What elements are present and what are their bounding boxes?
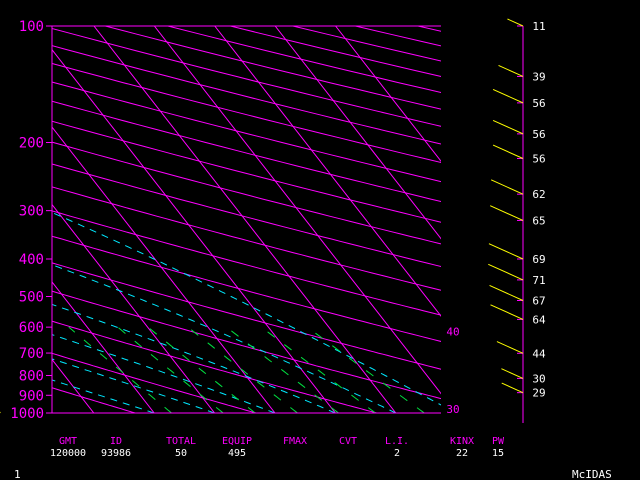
wind-speed-label: 29 (532, 387, 545, 400)
wind-speed-label: 11 (532, 20, 545, 33)
mixing-ratio-line (226, 326, 339, 413)
isotherm-line (214, 26, 441, 317)
footer-header-equip: EQUIP (222, 436, 252, 447)
footer-header-cvt: CVT (339, 436, 357, 447)
wind-vector (488, 243, 524, 260)
footer-header-gmt: GMT (59, 436, 77, 447)
mixing-ratio-line (117, 326, 224, 413)
wind-vector (492, 88, 524, 104)
dry-adiabat-line (52, 352, 257, 413)
dry-adiabat-line (52, 210, 441, 316)
isotherm-line (52, 126, 276, 413)
dry-adiabat-line (52, 141, 441, 245)
wind-vector (492, 144, 524, 159)
pressure-tick-label: 900 (19, 388, 44, 404)
footer-header-li: L.I. (385, 436, 409, 447)
wind-vector (490, 179, 524, 195)
footer-header-pw: PW (492, 436, 505, 447)
dry-adiabat-line (52, 320, 377, 413)
reference-lines (52, 26, 441, 413)
wind-vector (496, 341, 524, 354)
isotherm-line (274, 26, 441, 240)
wind-speed-label: 69 (532, 253, 545, 266)
dry-adiabat-line (52, 100, 441, 203)
isotherm-line (335, 26, 441, 163)
dry-adiabat-line (52, 163, 441, 268)
footer-header-fmax: FMAX (283, 436, 307, 447)
dry-adiabat-line (52, 81, 441, 183)
moist-adiabat-line (52, 211, 441, 406)
footer-value-equip: 495 (228, 448, 246, 459)
wind-vector (488, 263, 524, 281)
wind-speed-label: 67 (532, 294, 545, 307)
wind-vector (489, 284, 524, 301)
pressure-tick-label: 1000 (10, 406, 44, 422)
isotherm-line (52, 281, 155, 413)
pressure-tick-label: 800 (19, 368, 44, 384)
footer-value-gmt: 120000 (50, 448, 86, 459)
wind-vector (507, 18, 524, 27)
footer-value-pw: 15 (492, 448, 504, 459)
mixing-ratio-line (307, 326, 425, 413)
pressure-tick-label: 600 (19, 320, 44, 336)
mixing-ratio-line (261, 326, 376, 413)
wind-speed-label: 44 (532, 347, 546, 360)
wind-speed-label: 62 (532, 188, 545, 201)
footer-value-li: 2 (394, 448, 400, 459)
pressure-tick-label: 400 (19, 252, 44, 268)
mixing-ratio-line (68, 326, 172, 413)
wind-vector (492, 119, 524, 135)
wind-vector (498, 64, 524, 77)
pressure-tick-label: 700 (19, 346, 44, 362)
wind-speed-label: 39 (532, 70, 545, 83)
footer-header-total: TOTAL (166, 436, 196, 447)
pressure-tick-label: 100 (19, 19, 44, 35)
isotherm-label: 40 (446, 325, 459, 338)
isotherm-label: 30 (446, 403, 459, 416)
moist-adiabat-line (52, 303, 336, 413)
mcidas-brand: McIDAS (572, 468, 612, 480)
wind-speed-label: 56 (532, 128, 545, 141)
dry-adiabat-line (52, 235, 441, 342)
pressure-tick-label: 500 (19, 290, 44, 306)
axes: 1002003004005006007008009001000-90-80-70… (10, 19, 459, 422)
isotherm-line (52, 203, 215, 413)
pressure-tick-label: 200 (19, 135, 44, 151)
wind-vector (501, 368, 524, 379)
moist-adiabat-line (52, 379, 155, 413)
wind-speed-label: 56 (532, 153, 545, 166)
frame-number: 1 (14, 468, 21, 480)
wind-vector (489, 205, 524, 221)
footer-header-id: ID (110, 436, 122, 447)
wind-speed-label: 65 (532, 214, 545, 227)
footer-value-id: 93986 (101, 448, 131, 459)
dry-adiabat-line (52, 120, 441, 223)
pressure-tick-label: 300 (19, 204, 44, 220)
wind-vector (501, 382, 524, 394)
mixing-ratio-line (147, 326, 256, 413)
wind-speed-label: 30 (532, 372, 545, 385)
isotherm-line (93, 26, 397, 413)
wind-column: 11 39 56 56 56 62 65 69 71 67 64 44 30 29 (488, 18, 546, 423)
wind-speed-label: 71 (532, 274, 545, 287)
footer-value-total: 50 (175, 448, 187, 459)
isotherm-line (153, 26, 441, 395)
wind-speed-label: 64 (532, 313, 546, 326)
wind-speed-label: 56 (532, 97, 545, 110)
footer-value-kinx: 22 (456, 448, 468, 459)
dry-adiabat-line (52, 290, 441, 400)
wind-vector (490, 304, 524, 320)
dry-adiabat-line (52, 262, 441, 370)
mixing-ratio-line (187, 326, 298, 413)
footer-header-kinx: KINX (450, 436, 474, 447)
moist-adiabat-line (52, 358, 215, 413)
